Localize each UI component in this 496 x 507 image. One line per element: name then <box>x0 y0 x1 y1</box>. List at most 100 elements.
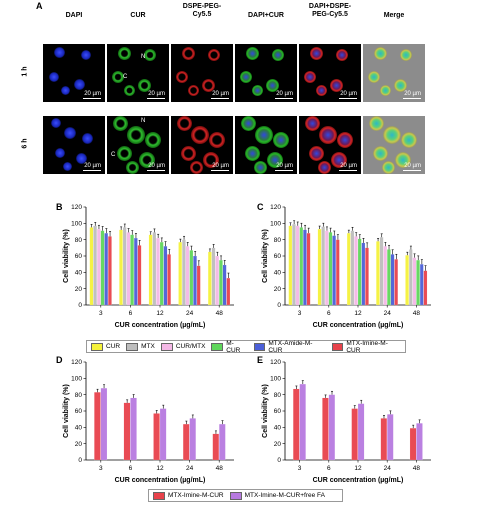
x-tick-label: 24 <box>384 465 392 472</box>
cell <box>254 125 273 144</box>
y-tick-label: 100 <box>71 376 82 383</box>
bar <box>357 403 365 461</box>
bar <box>215 255 219 306</box>
cell <box>329 78 344 93</box>
x-tick-label: 24 <box>384 310 392 317</box>
micrograph-6h-5: 20 µm <box>299 116 361 174</box>
x-tick-label: 6 <box>129 465 133 472</box>
y-tick-label: 0 <box>277 302 281 309</box>
bar <box>376 241 380 306</box>
y-tick-label: 120 <box>71 204 82 211</box>
bar <box>178 242 182 306</box>
micrograph-1h-6: 20 µm <box>363 44 425 102</box>
y-tick-label: 40 <box>75 425 83 432</box>
cell <box>175 70 189 84</box>
cell <box>181 146 197 162</box>
cell <box>80 49 91 60</box>
legend-item: MTX <box>126 342 155 351</box>
legend-top: CUR MTX CUR/MTX M-CUR MTX-Amide-M-CUR MTX-Imi… <box>86 339 406 354</box>
y-tick-label: 60 <box>274 408 282 415</box>
bar <box>226 277 231 306</box>
y-tick-label: 20 <box>75 286 83 293</box>
cell <box>266 151 284 169</box>
y-tick-label: 20 <box>274 286 282 293</box>
bar <box>387 249 391 306</box>
cell <box>111 70 125 84</box>
cell <box>253 160 268 174</box>
cell <box>265 78 280 93</box>
bar <box>423 270 428 306</box>
x-axis-label: CUR concentration (µg/mL) <box>115 477 206 484</box>
cell <box>124 85 136 97</box>
x-tick-label: 48 <box>413 465 421 472</box>
cell <box>189 160 204 174</box>
y-tick-label: 60 <box>75 408 83 415</box>
cell <box>245 146 261 162</box>
scale-bar: 20 µm <box>339 163 357 171</box>
x-tick-label: 12 <box>354 310 362 317</box>
bar <box>361 242 366 306</box>
panel-label-e: E <box>257 355 264 365</box>
bar <box>152 232 157 306</box>
y-tick-label: 80 <box>274 392 282 399</box>
cell <box>335 48 349 62</box>
bar <box>119 229 123 306</box>
micrograph-6h-6: 20 µm <box>363 116 425 174</box>
cell <box>201 78 216 93</box>
scale-bar-label: 20 µm <box>276 90 293 97</box>
bar <box>126 232 131 306</box>
legend-item: CUR/MTX <box>160 342 206 351</box>
legend-item: CUR <box>91 342 120 351</box>
bar <box>322 397 329 461</box>
bar <box>405 255 409 306</box>
bar <box>336 239 340 306</box>
cell <box>367 70 381 84</box>
y-tick-label: 40 <box>274 270 282 277</box>
bar <box>394 259 398 306</box>
x-tick-label: 48 <box>216 465 224 472</box>
y-tick-label: 100 <box>71 221 82 228</box>
scale-bar-label: 20 µm <box>404 162 421 169</box>
legend-label: MTX-Imine-M-CUR <box>346 339 388 354</box>
y-tick-label: 20 <box>274 441 282 448</box>
bar <box>380 418 387 461</box>
legend-label: MTX-Imine-M-CUR <box>168 492 224 499</box>
cell <box>381 160 396 174</box>
cell <box>382 125 401 144</box>
micrograph-6h-1: 20 µm <box>43 116 105 174</box>
bar <box>416 423 423 461</box>
panel-label-c: C <box>257 202 264 212</box>
x-tick-label: 48 <box>216 310 224 317</box>
bar <box>156 237 160 306</box>
legend-bottom: MTX-Imine-M-CUR MTX-Imine-M-CUR+free FA <box>148 489 343 502</box>
bar <box>159 242 164 306</box>
legend-item: MTX-Imine-M-CUR <box>153 491 224 500</box>
cell <box>369 116 385 132</box>
cell <box>143 48 157 62</box>
bar <box>357 238 362 306</box>
cell <box>393 78 408 93</box>
y-tick-label: 60 <box>274 253 282 260</box>
cell <box>125 160 140 174</box>
legend-label: CUR/MTX <box>175 343 206 350</box>
bar <box>351 408 358 461</box>
cell <box>241 116 257 132</box>
bar <box>137 245 142 306</box>
bar <box>293 388 300 461</box>
cell <box>380 85 392 97</box>
x-tick-label: 24 <box>186 310 194 317</box>
x-tick-label: 6 <box>327 310 331 317</box>
bar <box>193 255 197 306</box>
bar <box>288 225 293 306</box>
bar <box>134 237 138 306</box>
bar <box>379 237 384 306</box>
pointer-c: C <box>123 74 128 80</box>
bar <box>292 224 296 306</box>
bar <box>167 254 171 306</box>
cell <box>113 116 129 132</box>
bar <box>346 233 351 306</box>
bar <box>350 230 355 306</box>
bar <box>409 249 413 306</box>
legend-swatch <box>211 342 224 351</box>
cell <box>117 146 133 162</box>
